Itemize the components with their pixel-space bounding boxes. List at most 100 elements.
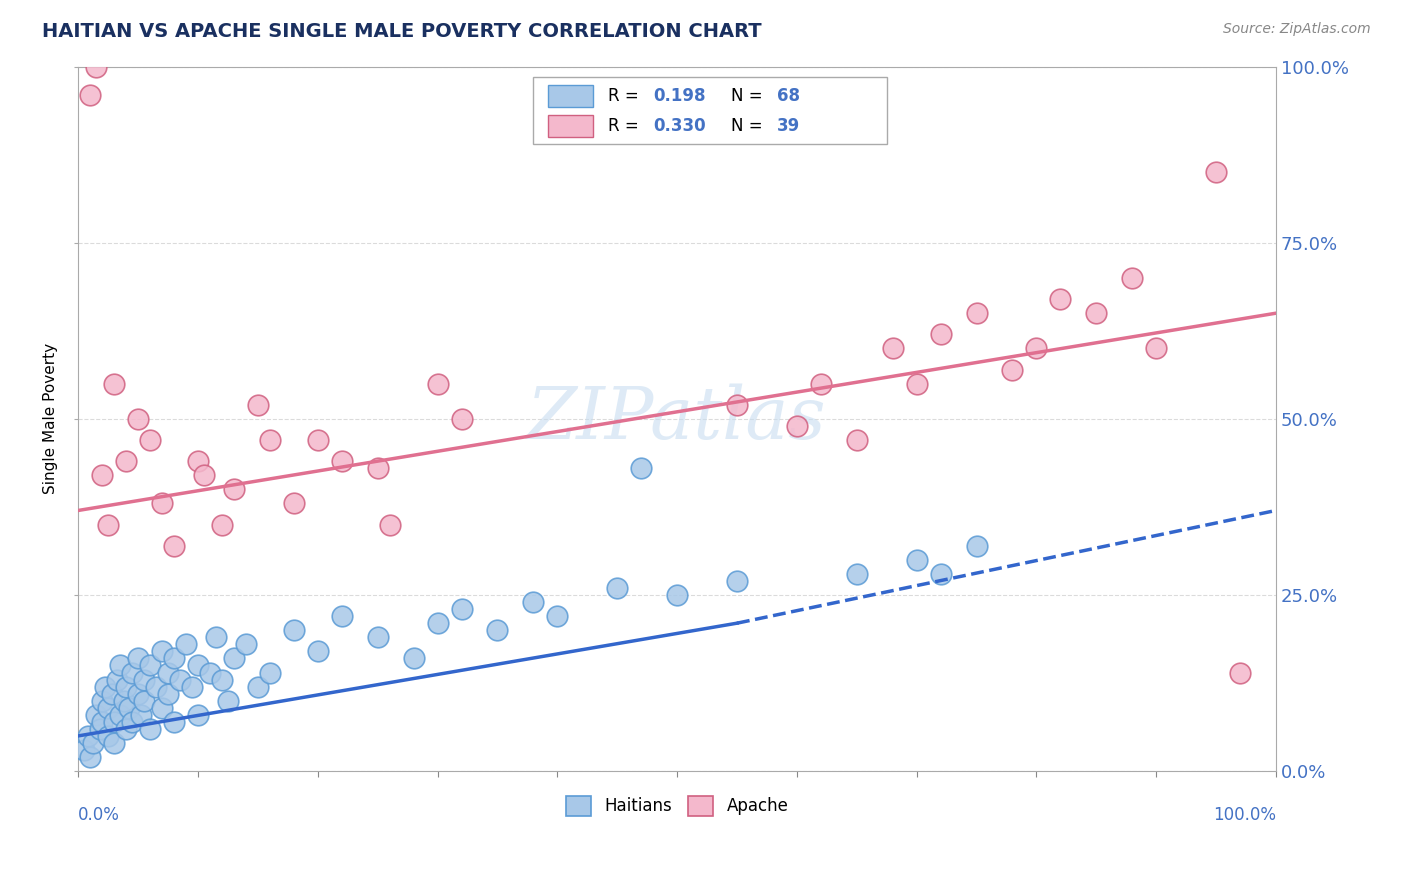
Point [966,306,988,320]
Text: 0.330: 0.330 [654,117,706,135]
Point [127,651,149,665]
Point [115,722,138,736]
Point [139,658,162,673]
Point [108,707,131,722]
Point [402,651,425,665]
Point [108,658,131,673]
Point [235,637,257,651]
Point [103,714,125,729]
FancyBboxPatch shape [548,85,593,107]
Point [121,714,143,729]
Point [198,665,221,680]
Point [367,630,389,644]
Point [1229,665,1251,680]
Point [845,433,868,447]
Point [145,680,167,694]
Point [163,714,186,729]
Point [845,566,868,581]
Point [79,750,101,764]
Point [367,461,389,475]
Point [546,609,568,624]
Point [450,602,472,616]
Point [97,700,120,714]
Point [91,468,114,483]
Point [187,658,209,673]
Point [157,665,180,680]
Point [1001,362,1024,376]
Text: 0.198: 0.198 [654,87,706,105]
Point [150,644,173,658]
Text: N =: N = [731,117,768,135]
Text: R =: R = [607,87,644,105]
Point [169,673,191,687]
Point [725,574,748,588]
Point [426,616,449,631]
Text: Source: ZipAtlas.com: Source: ZipAtlas.com [1223,22,1371,37]
Point [259,433,281,447]
Point [810,376,832,391]
Point [211,673,233,687]
Point [82,736,104,750]
Point [187,454,209,468]
Point [93,680,115,694]
Y-axis label: Single Male Poverty: Single Male Poverty [44,343,58,494]
Point [89,722,111,736]
Point [181,680,204,694]
Text: 100.0%: 100.0% [1213,806,1277,824]
Text: ZIPatlas: ZIPatlas [527,384,827,454]
Text: HAITIAN VS APACHE SINGLE MALE POVERTY CORRELATION CHART: HAITIAN VS APACHE SINGLE MALE POVERTY CO… [42,22,762,41]
Point [882,342,904,356]
Point [450,412,472,426]
Point [97,729,120,743]
Text: R =: R = [607,117,644,135]
Point [1085,306,1108,320]
Point [101,687,124,701]
Point [134,694,156,708]
Point [79,87,101,102]
Point [211,517,233,532]
Point [163,539,186,553]
Point [174,637,197,651]
Point [97,517,120,532]
Point [330,609,353,624]
Point [330,454,353,468]
Point [222,651,245,665]
Point [786,418,808,433]
Point [307,644,329,658]
Point [112,694,135,708]
Point [283,624,305,638]
Point [134,673,156,687]
Point [966,539,988,553]
Text: 0.0%: 0.0% [79,806,120,824]
Point [157,687,180,701]
Point [259,665,281,680]
Point [121,665,143,680]
Point [205,630,228,644]
Text: 39: 39 [776,117,800,135]
Point [222,483,245,497]
Point [426,376,449,391]
Point [193,468,215,483]
Point [246,398,269,412]
Point [725,398,748,412]
Point [139,722,162,736]
Point [73,743,96,757]
FancyBboxPatch shape [533,78,887,145]
FancyBboxPatch shape [548,114,593,137]
Point [307,433,329,447]
Point [1144,342,1167,356]
Point [246,680,269,694]
Point [283,496,305,510]
Point [522,595,544,609]
Point [84,707,107,722]
Point [1025,342,1047,356]
Point [84,60,107,74]
Point [103,376,125,391]
Point [929,566,952,581]
Point [127,687,149,701]
Point [187,707,209,722]
Point [105,673,128,687]
Point [905,376,928,391]
Point [666,588,689,602]
Point [606,581,628,595]
